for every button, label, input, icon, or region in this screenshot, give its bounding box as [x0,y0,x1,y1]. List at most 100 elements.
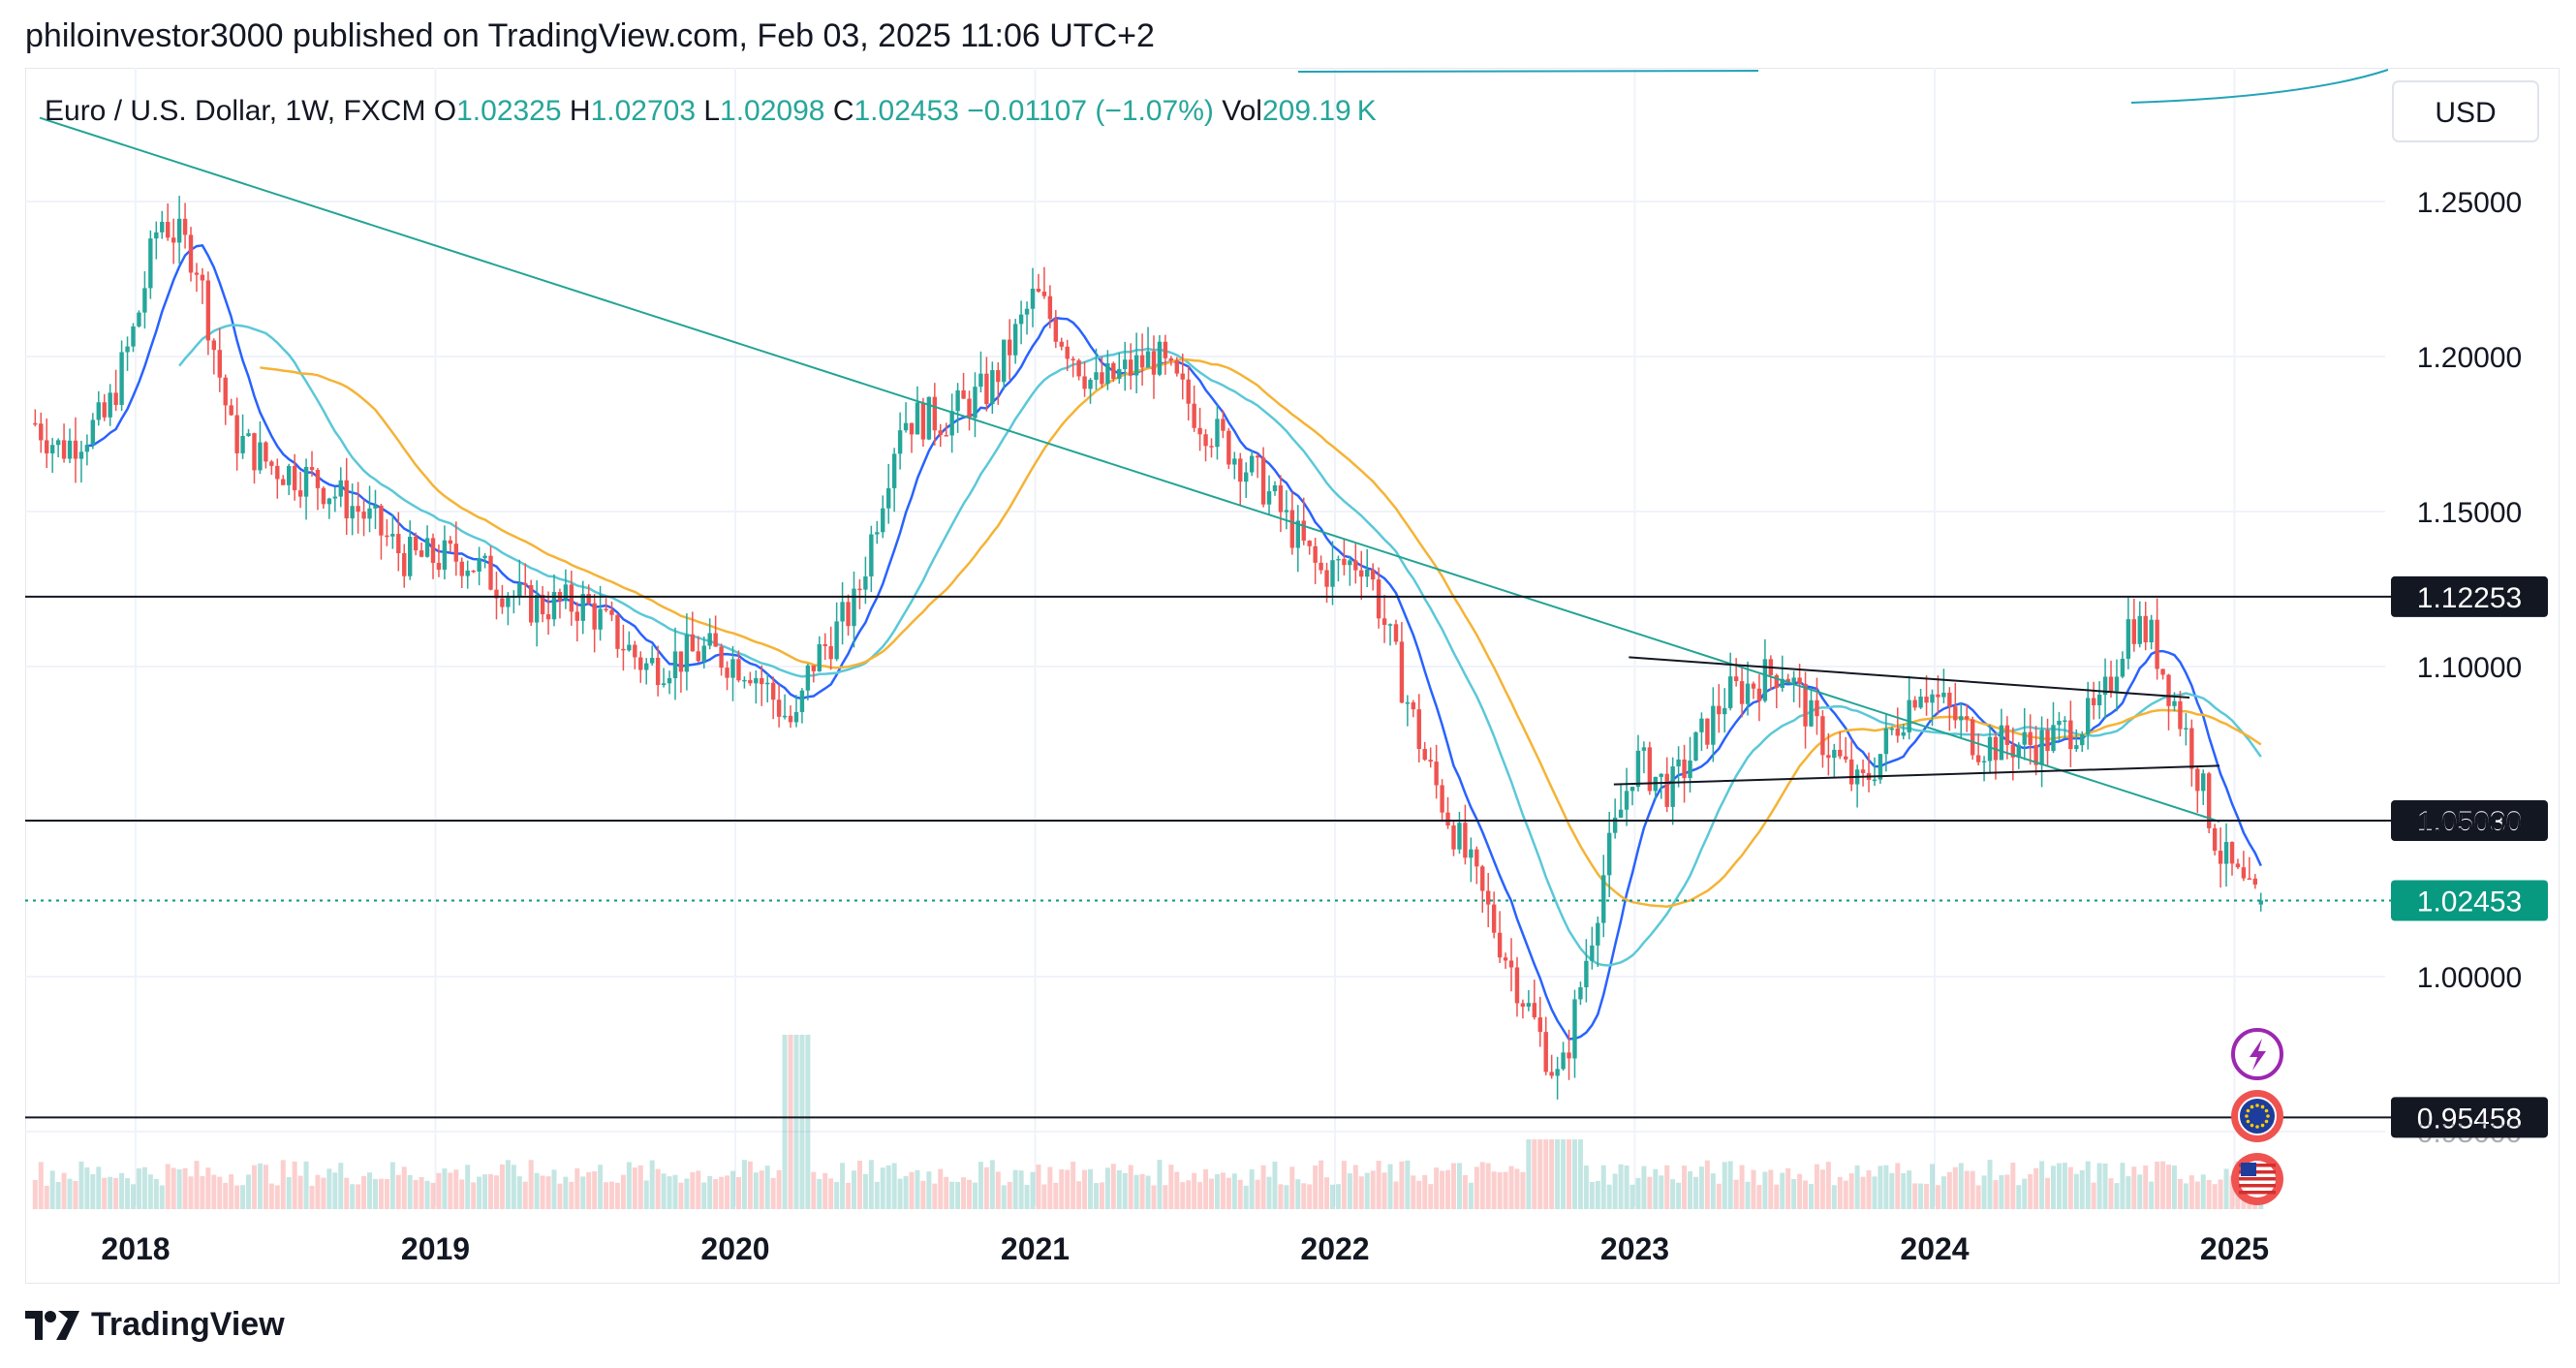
volume-bar [1116,1169,1122,1209]
volume-bar [1047,1166,1053,1209]
volume-bar [1214,1173,1220,1209]
volume-bar [1352,1165,1358,1209]
candle-body [996,370,1001,383]
volume-bar [350,1184,356,1209]
volume-bar [1076,1181,1082,1209]
candle-body [2143,615,2148,642]
candle-body [361,512,366,519]
candle-body [326,498,332,505]
volume-bar [972,1182,978,1209]
candle-body [1975,755,1981,762]
candle-body [1082,376,1087,389]
candle-body [1705,718,1710,745]
triangle-trendline[interactable] [1613,764,2220,786]
candle-body [1901,731,1906,736]
volume-bar [1647,1176,1653,1209]
volume-bar [315,1174,321,1209]
candle-body [793,712,799,723]
candle-body [609,609,614,615]
candle-body [1301,520,1306,542]
volume-bar [1819,1169,1825,1209]
volume-bar [678,1182,684,1209]
volume-bar [1514,1168,1520,1209]
volume-bar [482,1174,488,1209]
candle-body [1445,812,1450,826]
volume-bar [1243,1185,1249,1209]
candle-body [615,614,620,649]
volume-bar [113,1177,119,1209]
volume-bar [793,1035,799,1209]
long-trendline[interactable] [39,116,2220,823]
volume-bar [759,1170,764,1209]
volume-bar [1174,1171,1180,1209]
candle-body [638,657,643,670]
volume-bar [1110,1164,1116,1209]
volume-bar [1780,1172,1785,1209]
volume-bar [436,1172,442,1209]
volume-bar [834,1181,840,1209]
volume-bar [1774,1184,1780,1209]
drawing-fragment[interactable] [1297,70,1759,73]
volume-bar [1180,1182,1186,1209]
candle-body [1139,355,1145,368]
volume-bar [545,1176,551,1209]
volume-bar [303,1161,309,1209]
candle-body [2063,720,2067,723]
footer-brand[interactable]: TradingView [25,1306,285,1344]
candle-body [1543,1032,1548,1073]
candle-body [2039,730,2044,765]
candle-body [1387,624,1393,626]
eu-star [2255,1125,2259,1129]
drawing-fragment[interactable] [2130,69,2389,104]
volume-bar [165,1164,171,1209]
candle-body [1596,922,1600,946]
candle-body [1486,890,1491,905]
candle-body [131,326,136,347]
candle-body [701,645,706,662]
candle-body [580,594,585,621]
volume-bar [620,1174,626,1209]
candle-body [1053,319,1059,342]
volume-bar [1099,1182,1104,1209]
ma-mid-line [178,324,2262,967]
candle-body [166,222,171,238]
volume-bar [141,1166,147,1209]
candle-body [1157,341,1163,375]
volume-bar [194,1161,200,1209]
volume-bar [528,1160,534,1209]
volume-bar [38,1162,44,1209]
volume-bar [1088,1168,1094,1209]
candle-body [2212,827,2218,852]
candle-body [1491,904,1497,933]
candle-body [776,700,782,717]
volume-bar [1624,1166,1629,1209]
candle-body [488,555,493,590]
volume-bar [2200,1174,2206,1209]
volume-bar [1485,1163,1491,1209]
candle-body [817,643,822,671]
triangle-trendline[interactable] [1629,656,2190,699]
candle-body [649,657,655,664]
candle-body [1370,569,1376,580]
candle-body [2241,867,2247,879]
candle-body [1249,455,1255,473]
volume-bar [2131,1166,2137,1209]
candle-body [229,405,233,416]
us-stripe [2239,1177,2276,1181]
candle-body [684,634,690,672]
candle-body [2172,700,2177,706]
chart-panel[interactable] [25,68,2560,1284]
volume-bar [1722,1162,1727,1209]
eu-flag-field [2238,1097,2277,1135]
x-tick-label: 2024 [1900,1231,1969,1266]
volume-bar [274,1185,280,1209]
currency-button[interactable] [2392,80,2539,142]
volume-bar [1606,1184,1612,1209]
volume-bar [1330,1184,1336,1209]
candle-body [1947,692,1952,707]
candle-body [1244,472,1249,482]
volume-bar [580,1176,586,1209]
candle-body [2108,676,2114,692]
volume-bar [776,1169,782,1209]
